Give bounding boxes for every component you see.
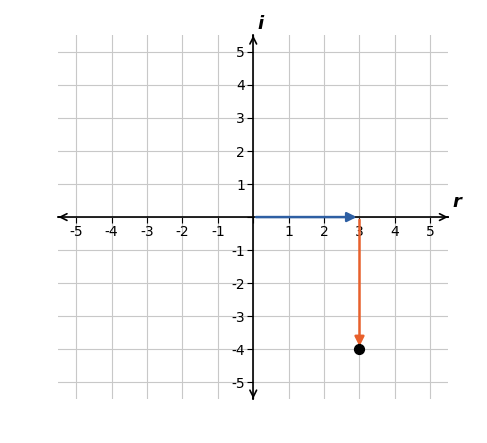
Point xyxy=(356,346,363,353)
Text: i: i xyxy=(258,15,263,33)
Text: r: r xyxy=(452,193,461,211)
